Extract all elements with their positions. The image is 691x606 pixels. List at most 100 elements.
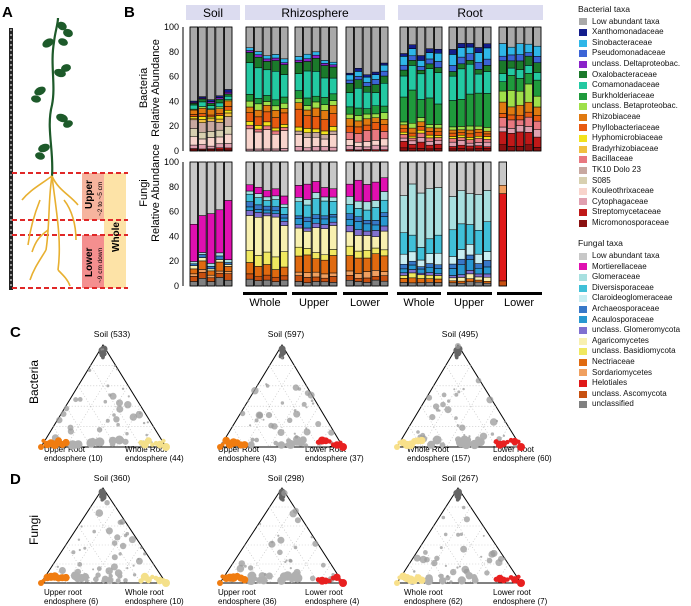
ternary-point <box>304 390 311 396</box>
fungi-bar-segment <box>311 181 321 193</box>
bacterial-legend-swatch <box>579 156 587 164</box>
fungi-bar <box>254 161 263 287</box>
ternary-point <box>444 564 447 568</box>
ternary-vertex-point <box>339 579 347 587</box>
fungal-legend-item: unclass. Glomeromycota <box>573 325 691 336</box>
bacterial-legend-item: Xanthomonadaceae <box>573 27 691 38</box>
ternary-point <box>462 387 465 391</box>
bacteria-bar-segment <box>465 129 475 135</box>
bacterial-legend-item: Bacillaceae <box>573 154 691 165</box>
bacteria-bar-segment <box>416 99 426 118</box>
bacteria-bar-segment <box>448 49 457 55</box>
ternary-point <box>455 498 460 502</box>
fungi-bar-segment <box>280 266 289 277</box>
fungal-legend-item: unclass. Ascomycota <box>573 389 691 400</box>
fungi-bar-segment <box>329 272 338 277</box>
fungi-bar-segment <box>215 161 224 211</box>
ternary-point <box>128 536 136 544</box>
bacteria-bar <box>215 26 224 152</box>
fungi-bar-segment <box>311 252 321 259</box>
bacteria-bar-segment <box>354 115 363 122</box>
bacteria-bar-segment <box>280 127 289 131</box>
fungi-bar <box>425 161 434 287</box>
ternary-bacteria-2: Soil (597) Upper Root endosphere (43) Lo… <box>217 329 364 463</box>
bacteria-bar-segment <box>362 85 372 93</box>
bacteria-bar-segment <box>416 141 426 149</box>
soil-header-band <box>186 5 240 20</box>
ternary-point <box>259 523 262 525</box>
ternary-left-label-2: endosphere (10) <box>44 454 103 463</box>
fungi-bar-segment <box>465 254 475 260</box>
bacteria-bar-segment <box>354 107 363 116</box>
bacterial-legend-label: Rhizobiaceae <box>592 111 641 121</box>
ternary-point <box>116 368 119 371</box>
fungi-bar <box>345 161 354 287</box>
fungi-bar-segment <box>254 186 263 194</box>
ternary-point <box>453 388 456 391</box>
fungi-bar-segment <box>215 272 224 278</box>
bacteria-bar-segment <box>507 67 516 76</box>
bacteria-bar-segment <box>224 126 233 135</box>
bacteria-bar-segment <box>271 117 280 129</box>
bacteria-bar-segment <box>262 95 272 102</box>
fungi-bar <box>448 161 457 287</box>
ternary-point <box>105 567 113 575</box>
plant-roots <box>21 175 79 287</box>
fungi-bar-segment <box>354 179 363 202</box>
ternary-point <box>77 397 83 402</box>
bacteria-bar-segment <box>280 26 289 60</box>
bacteria-bar-segment <box>524 73 533 85</box>
bacteria-bar-segment <box>215 129 224 138</box>
bacteria-bar-segment <box>224 26 233 90</box>
ternary-left-label-2: endosphere (157) <box>407 454 470 463</box>
bacterial-legend-item: Micromonosporaceae <box>573 218 691 229</box>
fungi-bar-segment <box>271 210 280 214</box>
fungi-bar <box>320 161 329 287</box>
fungal-legend-item: Archaeosporaceae <box>573 304 691 315</box>
bacterial-legend-item: S085 <box>573 176 691 187</box>
bacterial-legend-swatch <box>579 187 587 195</box>
fungi-bar-segment <box>254 255 263 267</box>
bacteria-bar-segment <box>474 145 483 149</box>
bacterial-legend-item: Low abundant taxa <box>573 17 691 28</box>
fungi-bar-segment <box>320 281 329 287</box>
bacteria-bar-segment <box>294 26 303 57</box>
ternary-point <box>254 437 259 443</box>
bacteria-bar-segment <box>254 67 263 99</box>
ruler-ticks <box>10 29 12 286</box>
ternary-gridline <box>232 426 245 448</box>
fungi-bar-segment <box>245 184 254 192</box>
fungi-bar-segment <box>434 275 443 280</box>
ternary-top-label: Soil (360) <box>94 473 131 483</box>
fungi-bar-segment <box>354 273 363 279</box>
bacteria-bar-segment <box>245 106 254 113</box>
bacteria-bar-segment <box>362 118 372 126</box>
ternary-point <box>433 403 440 410</box>
ternary-point <box>293 545 298 550</box>
fungi-bar-segment <box>448 263 457 269</box>
ternary-point <box>486 557 493 564</box>
ternary-point <box>132 573 137 577</box>
fungi-bars <box>189 161 507 287</box>
fungi-bar-segment <box>224 262 233 265</box>
ternary-point <box>106 384 110 388</box>
fungi-bar-segment <box>262 161 272 191</box>
fungi-bar-segment <box>198 269 207 273</box>
lower-zone <box>82 235 104 288</box>
fungi-bar-segment <box>189 276 198 282</box>
panel-label-b: B <box>124 4 135 21</box>
bacteria-bar-segment <box>206 102 216 106</box>
ternary-point <box>294 435 299 439</box>
bacterial-legend-swatch <box>579 124 587 132</box>
bacteria-ytick: 0 <box>174 146 179 156</box>
fungi-bar-segment <box>271 269 280 278</box>
fungi-bar-segment <box>320 259 329 275</box>
fungi-bar-segment <box>198 278 207 287</box>
fungal-legend-item: unclass. Basidiomycota <box>573 346 691 357</box>
bacteria-bar-segment <box>533 45 542 57</box>
fungi-bar-segment <box>408 272 417 279</box>
fungi-bar-segment <box>271 256 280 270</box>
fungi-bar-segment <box>362 161 372 185</box>
bacteria-bar <box>354 26 363 152</box>
